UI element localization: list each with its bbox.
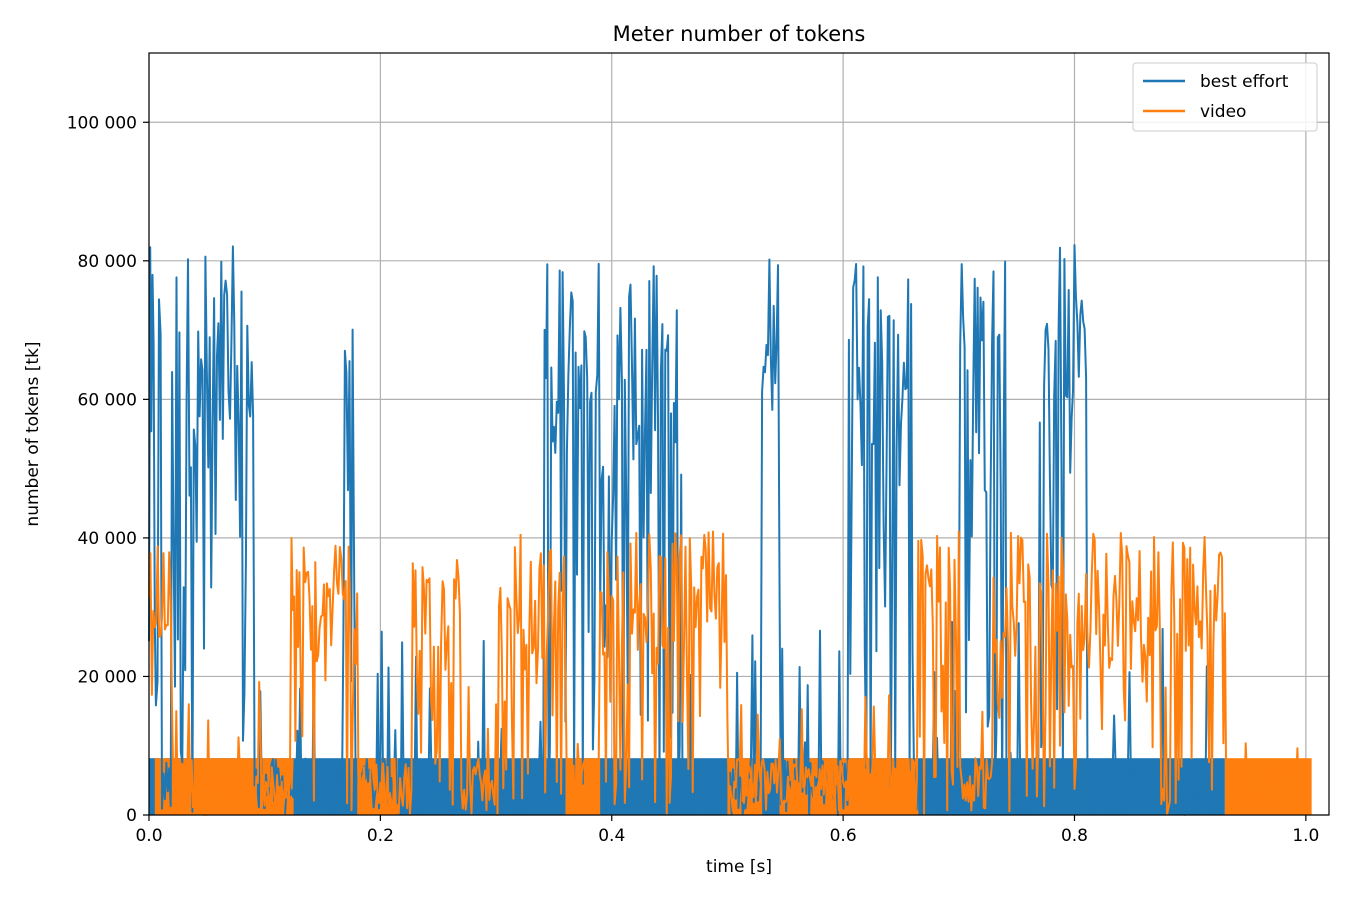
x-tick-label-5: 1.0	[1292, 826, 1319, 846]
y-axis-label: number of tokens [tk]	[23, 341, 43, 526]
plot-frame	[148, 52, 1330, 816]
chart-title: Meter number of tokens	[613, 22, 866, 46]
y-tick-label-1: 20 000	[78, 667, 137, 687]
y-tick-label-5: 100 000	[67, 113, 137, 133]
x-axis-ticks: 0.0 0.2 0.4 0.6 0.8 1.0	[135, 815, 1319, 846]
series-line-best-effort	[148, 244, 1225, 816]
x-tick-label-4: 0.8	[1061, 826, 1088, 846]
y-tick-label-4: 80 000	[78, 252, 137, 272]
x-tick-label-3: 0.6	[830, 826, 857, 846]
series-lines	[148, 244, 1312, 816]
x-tick-label-2: 0.4	[598, 826, 625, 846]
series-line-video	[148, 530, 1312, 816]
y-tick-label-3: 60 000	[78, 390, 137, 410]
legend: best effort video	[1132, 62, 1318, 132]
y-axis-ticks: 0 20 000 40 000 60 000 80 000 100 000	[67, 113, 149, 826]
x-axis-label: time [s]	[706, 857, 772, 877]
legend-label-best-effort: best effort	[1200, 72, 1289, 92]
y-tick-label-2: 40 000	[78, 529, 137, 549]
legend-label-video: video	[1200, 102, 1246, 122]
y-tick-label-0: 0	[126, 806, 137, 826]
x-tick-label-1: 0.2	[367, 826, 394, 846]
x-tick-label-0: 0.0	[135, 826, 162, 846]
